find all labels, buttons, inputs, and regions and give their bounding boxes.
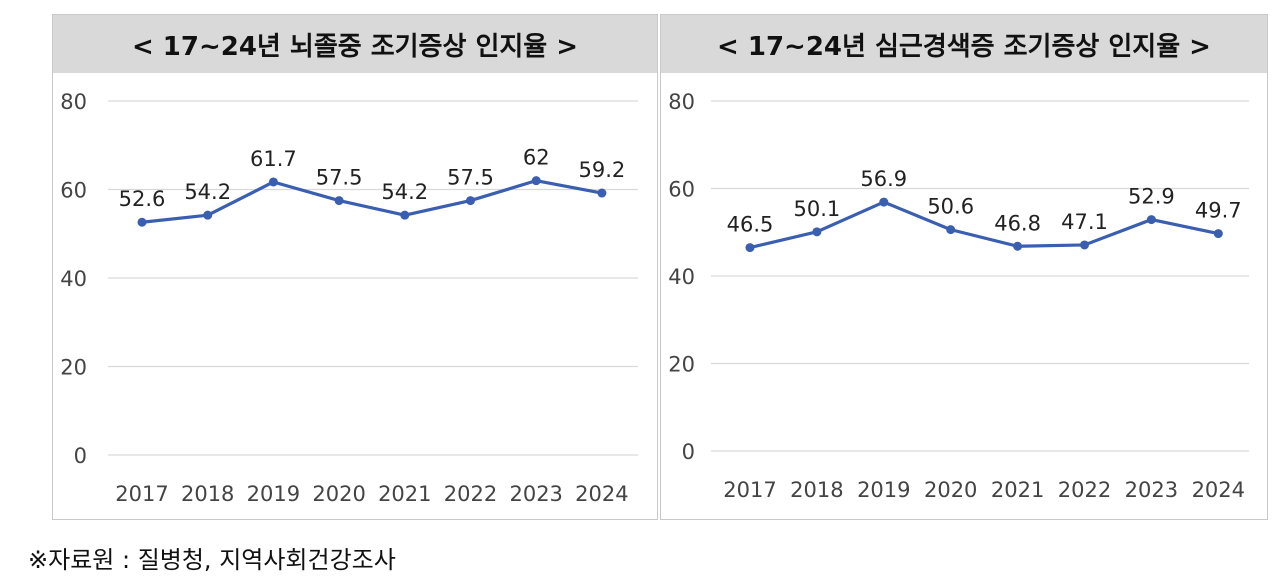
x-tick-label: 2019 [247, 482, 300, 506]
mi-chart-title: < 17~24년 심근경색증 조기증상 인지율 > [661, 15, 1267, 73]
data-label: 49.7 [1195, 199, 1242, 223]
data-point [203, 210, 213, 220]
mi-chart-svg: 0 20 40 60 80 2017 2018 2019 2020 2021 2022 2023 202… [668, 90, 1249, 502]
data-point [745, 243, 755, 253]
data-point [812, 227, 822, 237]
x-tick-label: 2020 [924, 478, 977, 502]
data-label: 47.1 [1061, 210, 1108, 234]
data-point [268, 177, 278, 187]
y-tick-label: 60 [668, 178, 695, 202]
x-tick-label: 2023 [509, 482, 562, 506]
y-tick-label: 80 [668, 90, 695, 114]
data-label: 57.5 [447, 166, 494, 190]
mi-chart-plot: 0 20 40 60 80 2017 2018 2019 2020 2021 2022 2023 202… [661, 73, 1267, 519]
y-tick-label: 80 [60, 90, 87, 114]
data-point [531, 176, 541, 186]
y-tick-label: 0 [682, 440, 695, 464]
y-tick-label: 20 [668, 353, 695, 377]
data-point [466, 196, 475, 206]
x-tick-label: 2019 [857, 478, 910, 502]
data-label: 50.6 [927, 195, 974, 219]
data-label: 59.2 [579, 158, 626, 182]
data-point [597, 188, 607, 198]
data-label: 62 [523, 146, 550, 170]
x-tick-label: 2021 [991, 478, 1044, 502]
x-tick-label: 2022 [1058, 478, 1111, 502]
x-tick-label: 2018 [790, 478, 843, 502]
data-point [879, 197, 889, 207]
x-tick-label: 2024 [1192, 478, 1245, 502]
data-point [1146, 215, 1156, 225]
data-label: 50.1 [794, 197, 841, 221]
data-label: 61.7 [250, 147, 297, 171]
x-tick-label: 2017 [723, 478, 776, 502]
data-label: 54.2 [381, 180, 428, 204]
stroke-chart-title: < 17~24년 뇌졸중 조기증상 인지율 > [53, 15, 657, 73]
data-label: 46.8 [994, 211, 1041, 235]
stroke-chart-plot: 0 20 40 60 80 2017 2018 2019 2020 2021 2022 2023 202… [53, 73, 657, 519]
data-point [1213, 229, 1223, 239]
y-tick-label: 40 [668, 265, 695, 289]
data-label: 56.9 [860, 167, 907, 191]
data-label: 54.2 [184, 180, 231, 204]
data-point [334, 196, 344, 206]
data-point [137, 217, 147, 227]
y-tick-label: 0 [74, 444, 87, 468]
mi-chart-panel: < 17~24년 심근경색증 조기증상 인지율 > 0 20 40 60 80 2017 2… [660, 14, 1268, 520]
data-label: 52.9 [1128, 185, 1175, 209]
x-tick-label: 2021 [378, 482, 431, 506]
stroke-chart-panel: < 17~24년 뇌졸중 조기증상 인지율 > 0 20 40 60 80 2017 201… [52, 14, 658, 520]
data-label: 57.5 [316, 166, 363, 190]
y-tick-label: 20 [60, 356, 87, 380]
stroke-chart-svg: 0 20 40 60 80 2017 2018 2019 2020 2021 2022 2023 202… [60, 90, 638, 506]
x-tick-label: 2022 [444, 482, 497, 506]
x-tick-label: 2018 [181, 482, 234, 506]
x-tick-label: 2017 [115, 482, 168, 506]
data-point [946, 225, 956, 235]
series-line [749, 200, 1219, 250]
source-note: ※자료원 : 질병청, 지역사회건강조사 [28, 546, 396, 574]
data-point [1080, 240, 1089, 250]
x-tick-label: 2020 [312, 482, 365, 506]
x-tick-label: 2023 [1125, 478, 1178, 502]
data-point [1013, 241, 1023, 251]
data-label: 46.5 [727, 213, 774, 237]
x-tick-label: 2024 [575, 482, 628, 506]
y-tick-label: 60 [60, 179, 87, 203]
series-line [141, 179, 603, 224]
y-tick-label: 40 [60, 267, 87, 291]
data-point [400, 210, 410, 220]
data-label: 52.6 [119, 187, 166, 211]
